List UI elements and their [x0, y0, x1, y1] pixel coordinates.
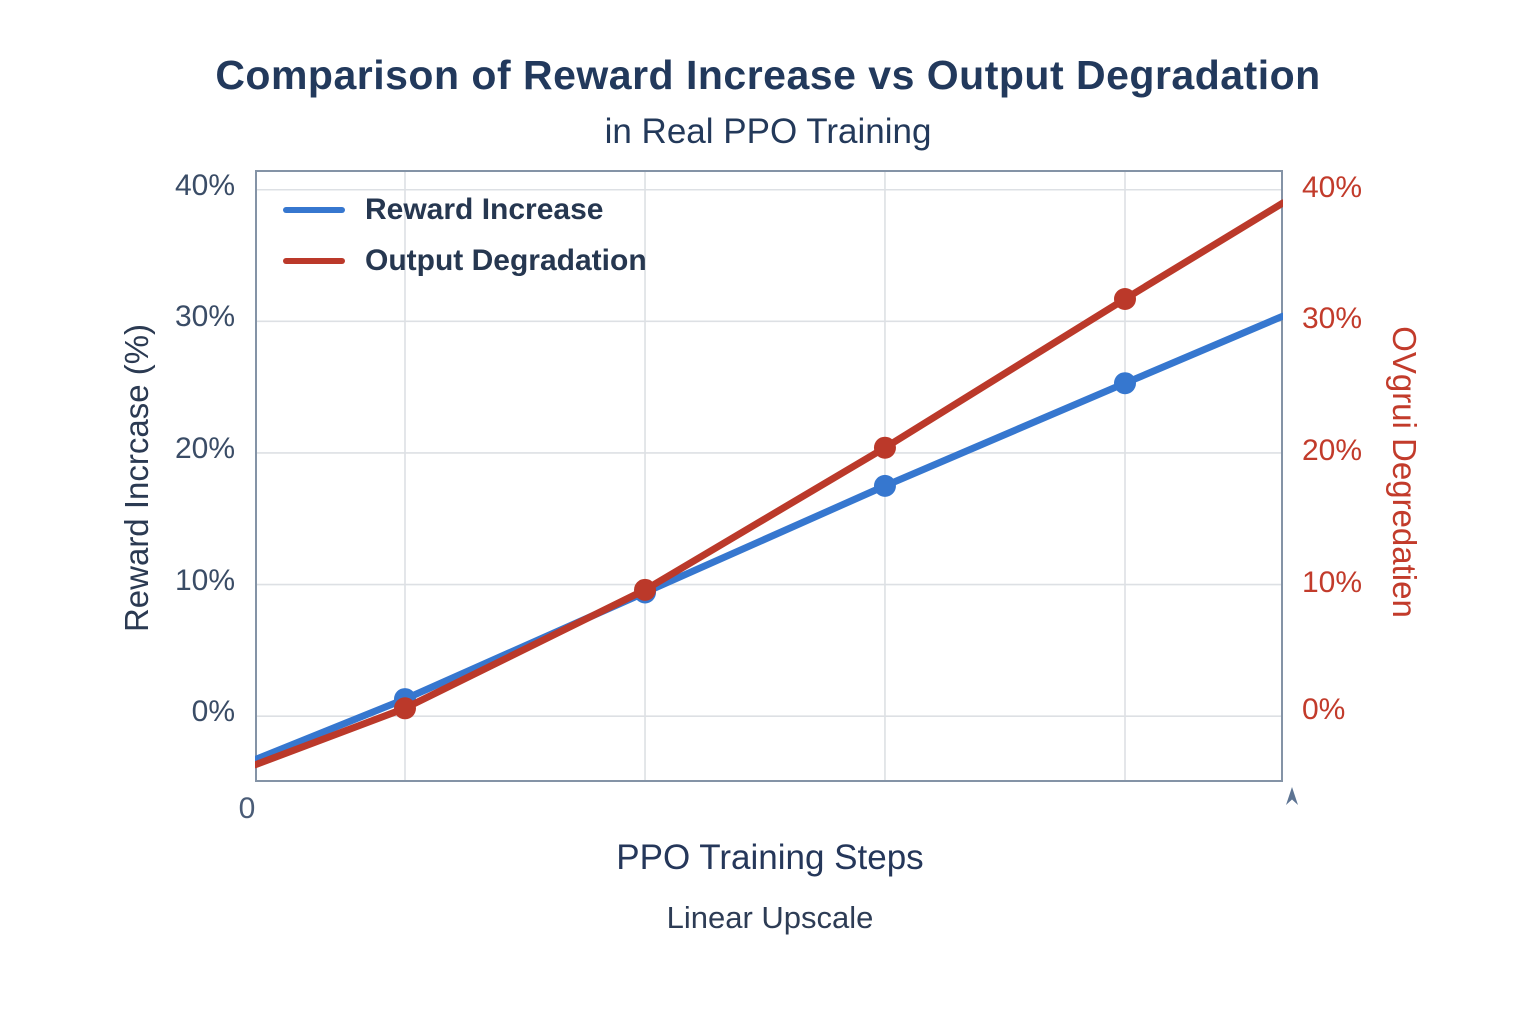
right-tick-20: 20%: [1302, 434, 1363, 467]
x-axis-title: PPO Training Steps: [616, 838, 924, 877]
chart-title: Comparison of Reward Increase vs Output …: [215, 52, 1321, 98]
legend-item-reward-increase: Reward Increase: [283, 189, 647, 231]
left-tick-30: 30%: [174, 300, 235, 333]
right-tick-0: 0%: [1302, 693, 1346, 726]
plot-svg: [255, 170, 1283, 782]
legend-label: Reward Increase: [365, 193, 604, 226]
right-tick-10: 10%: [1302, 566, 1363, 599]
x-tick-0: 0: [238, 792, 256, 825]
right-axis-title: OVgrui Degredatien: [1386, 326, 1423, 618]
legend-line-blue-icon: [283, 207, 345, 213]
left-tick-10: 10%: [174, 564, 235, 597]
plot-area: [255, 170, 1283, 782]
legend: Reward Increase Output Degradation: [283, 189, 647, 291]
mouse-cursor-icon: [1286, 787, 1298, 805]
legend-label: Output Degradation: [365, 244, 647, 277]
chart-subtitle: in Real PPO Training: [604, 112, 932, 151]
right-tick-40: 40%: [1302, 171, 1363, 204]
legend-item-output-degradation: Output Degradation: [283, 240, 647, 282]
right-tick-30: 30%: [1302, 302, 1363, 335]
left-tick-0: 0%: [191, 695, 235, 728]
left-tick-20: 20%: [174, 432, 235, 465]
x-axis-subtitle: Linear Upscale: [666, 900, 874, 935]
left-tick-40: 40%: [174, 169, 235, 202]
left-axis-title: Reward Incrcase (%): [118, 323, 155, 633]
legend-line-red-icon: [283, 258, 345, 264]
cursor-shape: [1286, 787, 1298, 805]
